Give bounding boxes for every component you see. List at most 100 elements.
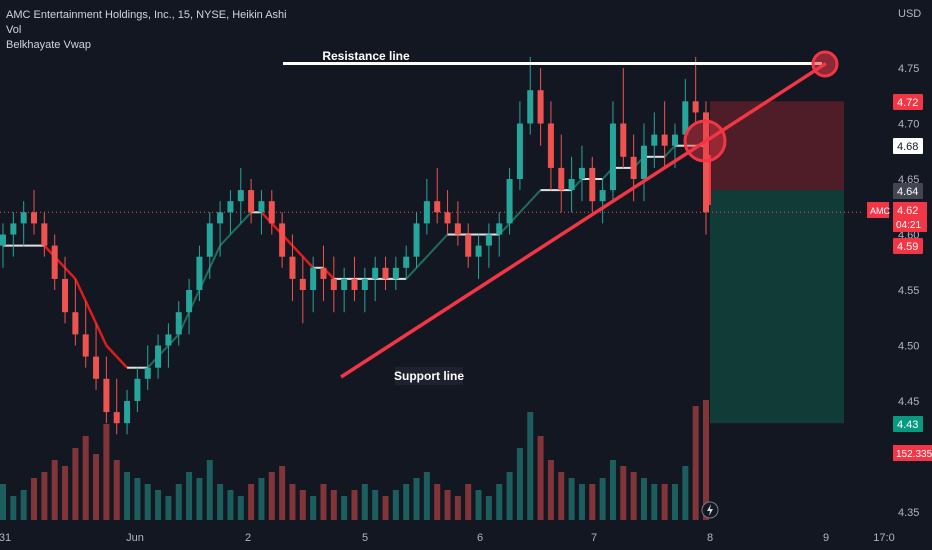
take-profit-zone [710,190,844,424]
volume-bar [692,406,699,520]
volume-bar [206,460,213,520]
volume-bar [506,472,513,520]
candle-body [423,201,430,224]
volume-bar [558,472,565,520]
time-tick-label: 17:0 [873,532,894,544]
candle-body [516,123,523,179]
volume-bar [392,490,399,520]
volume-bar [372,490,379,520]
volume-bar [196,478,203,520]
candle-body [454,223,461,235]
vwap-segment [64,266,77,280]
vwap-segment [94,322,108,347]
volume-bar [186,472,193,520]
candle-body [630,156,637,179]
volume-bar [361,484,368,520]
price-tick-label: 4.75 [898,63,919,75]
chart-legend: AMC Entertainment Holdings, Inc., 15, NY… [6,8,287,53]
time-tick-label: 2 [245,532,251,544]
volume-bar [165,496,172,520]
candle-body [175,312,182,335]
candle-body [692,101,699,113]
volume-bar [134,478,141,520]
volume-bar [51,460,58,520]
candle-body [361,278,368,290]
candle-body [134,378,141,401]
candle-body [279,223,286,257]
volume-bar [640,478,647,520]
volume-bar [20,490,27,520]
vwap-segment [301,255,315,269]
candle-body [651,134,658,146]
candle-body [237,190,244,202]
candle-body [155,345,162,368]
volume-bar [62,466,69,520]
vwap-segment [84,300,98,324]
support-label-bg [395,367,463,385]
vwap-segment [519,200,531,213]
candle-body [444,212,451,224]
entry-price-badge: 4.64 [897,186,918,198]
time-tick-label: 8 [707,532,713,544]
volume-bar [289,484,296,520]
candle-body [103,378,110,413]
volume-bar [537,436,544,520]
legend-vwap-indicator[interactable]: Belkhayate Vwap [6,39,91,51]
candle-body [20,212,27,224]
candle-body [609,123,616,191]
candle-body [496,223,503,235]
legend-symbol[interactable]: AMC Entertainment Holdings, Inc., 15, NY… [6,9,287,21]
candle-body [465,234,472,257]
candle-body [320,267,327,279]
volume-bar [599,478,606,520]
low-price-badge-bg [893,238,923,254]
volume-bar [620,466,627,520]
price-tick-label: 4.55 [898,285,919,297]
vwap-segment [115,355,128,369]
volume-bar [589,484,596,520]
volume-bar [72,448,79,520]
volume-bar [217,484,224,520]
volume-bar [144,484,151,520]
volume-bar [320,484,327,520]
candle-body [527,90,534,124]
vwap-segment [405,267,418,280]
stop-price-badge-bg [893,94,923,110]
stop-price-badge: 4.72 [897,97,918,109]
vwap-segment [415,256,428,269]
candle-body [351,278,358,290]
candle-body [0,234,6,246]
volume-bar [258,478,265,520]
volume-bar [568,478,575,520]
price-axis-unit: USD [898,8,921,20]
price-tick-label: 4.35 [898,507,919,519]
volume-bar [248,484,255,520]
volume-bar [175,484,182,520]
time-tick-label: Jun [126,532,144,544]
vwap-segment [291,244,304,258]
candle-body [186,290,193,313]
candle-body [434,201,441,213]
volume-bar [341,496,348,520]
volume-bar [444,490,451,520]
candle-body [124,401,131,424]
candle-body [568,179,575,191]
price-tick-label: 4.70 [898,119,919,131]
vwap-segment [436,233,449,247]
candle-body [217,212,224,224]
volume-bar [330,490,337,520]
volume-badge-bg [893,445,932,461]
volume-badge: 152.335K [896,449,932,460]
volume-bar [0,484,6,520]
candle-body [640,145,647,179]
volume-bar [93,454,100,520]
volume-bar [82,436,89,520]
candle-body [10,223,17,235]
candle-body [62,278,69,313]
symbol-tag-bg [867,202,889,218]
support-label: Support line [394,369,464,383]
legend-volume-indicator[interactable]: Vol [6,24,22,36]
support-trend-line [340,61,827,379]
